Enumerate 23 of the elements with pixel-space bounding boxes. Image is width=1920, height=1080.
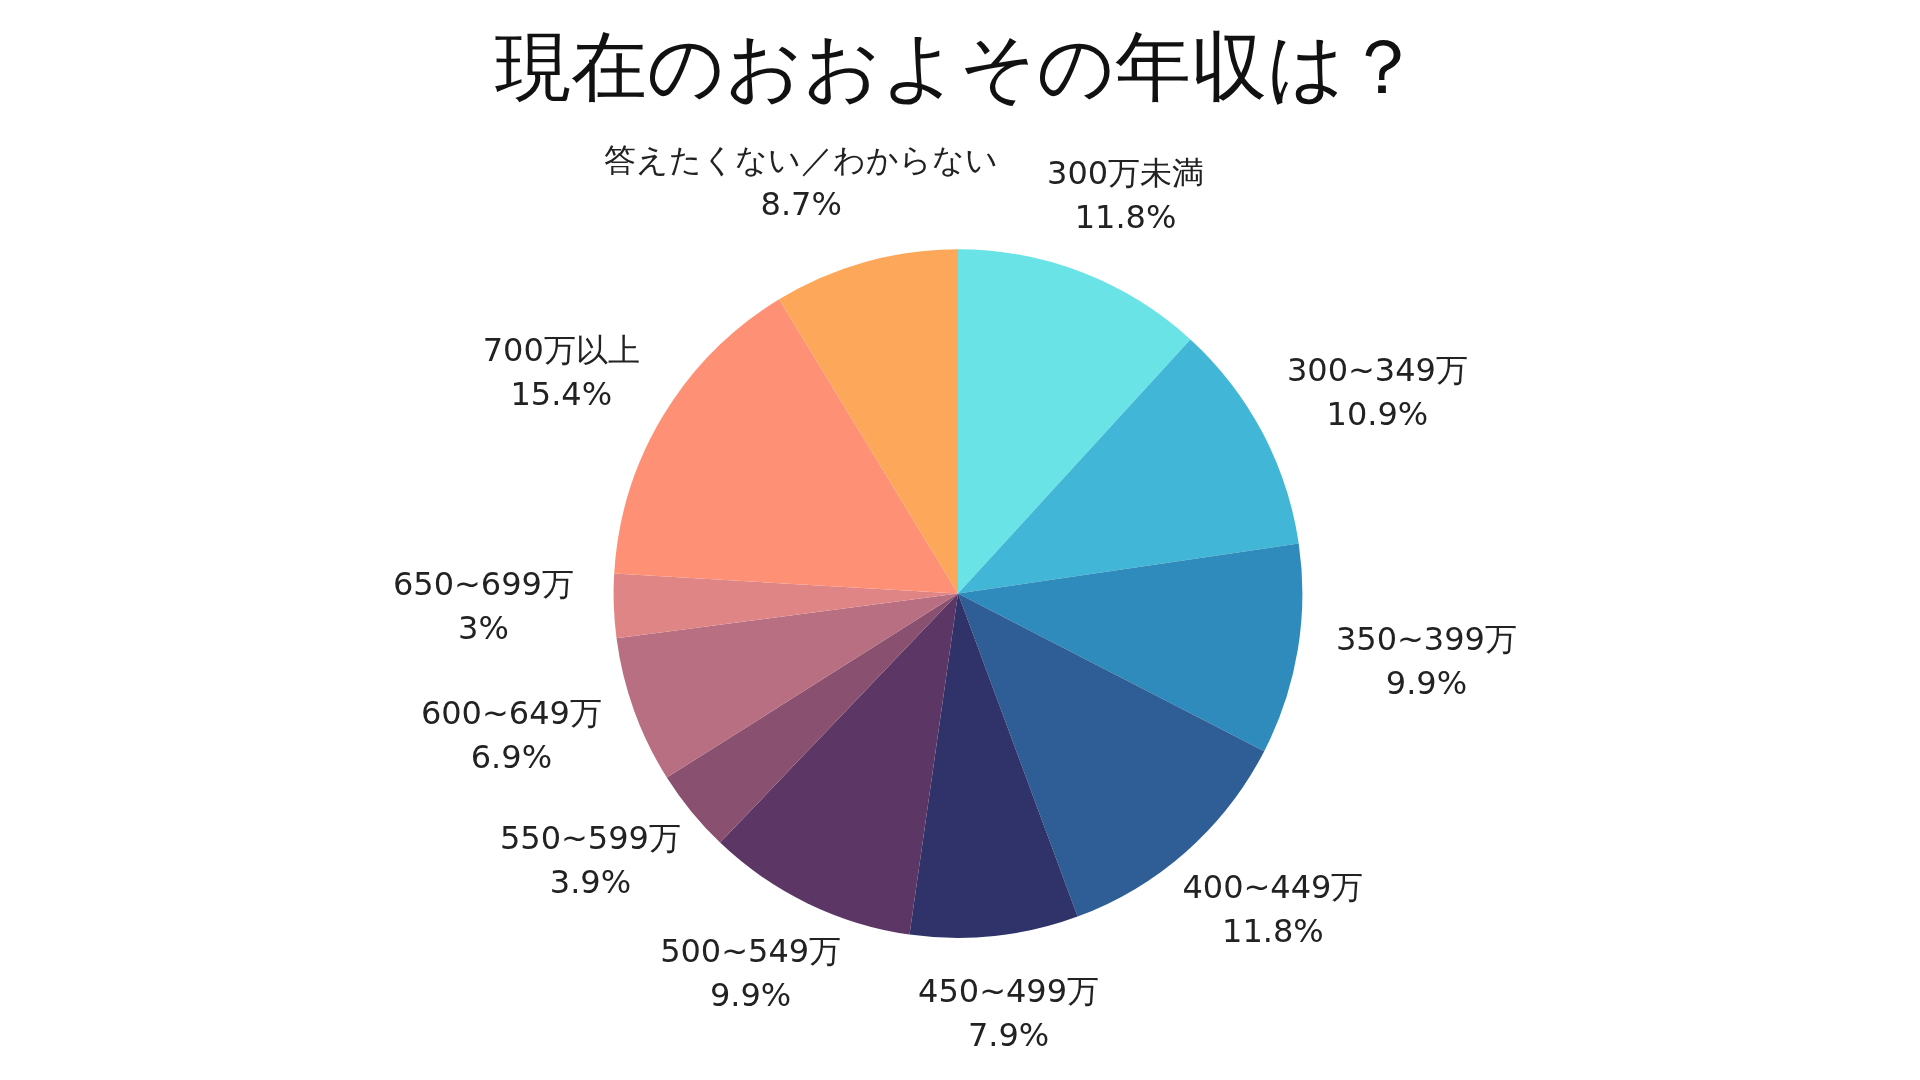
slice-label: 500~549万	[660, 931, 842, 970]
data-label: 9.9%	[709, 975, 792, 1014]
data-label: 3.9%	[549, 862, 632, 901]
data-label: 3%	[458, 609, 509, 648]
data-label: 11.8%	[1074, 198, 1177, 237]
slice-label: 700万以上	[482, 331, 640, 370]
slice-label: 答えたくない／わからない	[604, 141, 999, 180]
slice-label: 600~649万	[420, 694, 602, 733]
slice-label: 550~599万	[499, 818, 681, 857]
data-label: 8.7%	[760, 185, 842, 224]
data-label: 10.9%	[1326, 394, 1429, 433]
data-label: 9.9%	[1385, 663, 1468, 702]
slice-label: 350~399万	[1335, 619, 1517, 658]
slice-label: 450~499万	[918, 971, 1100, 1010]
chart-title: 現在のおおよその年収は？	[495, 22, 1421, 112]
slice-label: 300万未満	[1047, 154, 1205, 193]
slice-label: 650~699万	[392, 565, 574, 604]
slice-label: 400~449万	[1182, 867, 1364, 906]
data-label: 6.9%	[470, 738, 553, 777]
data-label: 7.9%	[967, 1015, 1050, 1054]
slice-label: 300~349万	[1286, 350, 1468, 389]
data-label: 15.4%	[510, 375, 613, 414]
data-label: 11.8%	[1222, 911, 1324, 950]
